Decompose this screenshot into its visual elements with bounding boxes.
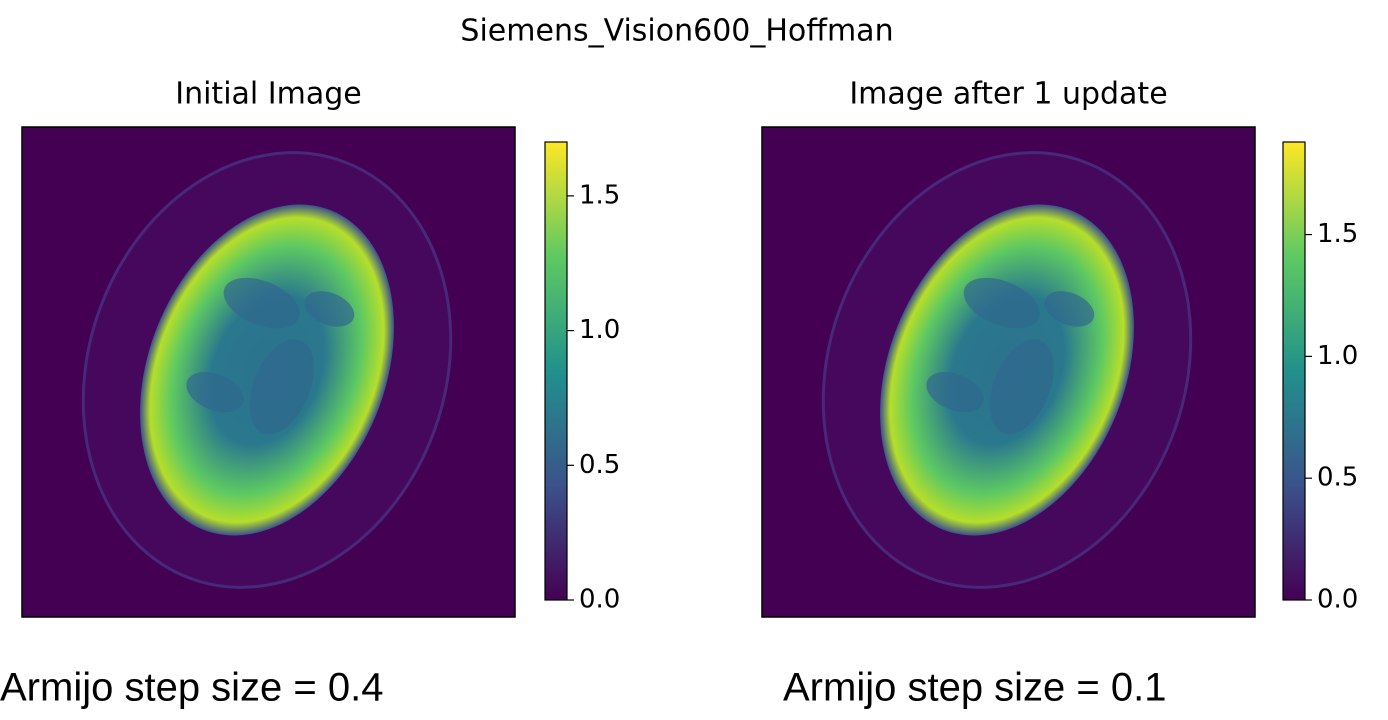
figure-title: Siemens_Vision600_Hoffman <box>460 14 893 49</box>
colorbar-tick-label: 0.5 <box>579 450 620 480</box>
figure: Siemens_Vision600_Hoffman Initial Image 0… <box>0 0 1388 720</box>
colorbar-tick-label: 0.0 <box>1317 585 1358 615</box>
colorbar <box>1283 142 1305 600</box>
colorbar-tick-label: 1.0 <box>1317 341 1358 371</box>
caption: Armijo step size = 0.1 <box>783 666 1167 710</box>
caption: Armijo step size = 0.4 <box>0 666 384 710</box>
colorbar <box>545 142 567 600</box>
colorbar-tick-label: 0.5 <box>1317 463 1358 493</box>
colorbar-tick-label: 1.5 <box>1317 219 1358 249</box>
colorbar-tick-label: 1.0 <box>579 315 620 345</box>
colorbar-tick-label: 1.5 <box>579 180 620 210</box>
panel-title: Initial Image <box>175 77 362 112</box>
colorbar-tick-label: 0.0 <box>579 585 620 615</box>
panel-title: Image after 1 update <box>849 77 1167 112</box>
